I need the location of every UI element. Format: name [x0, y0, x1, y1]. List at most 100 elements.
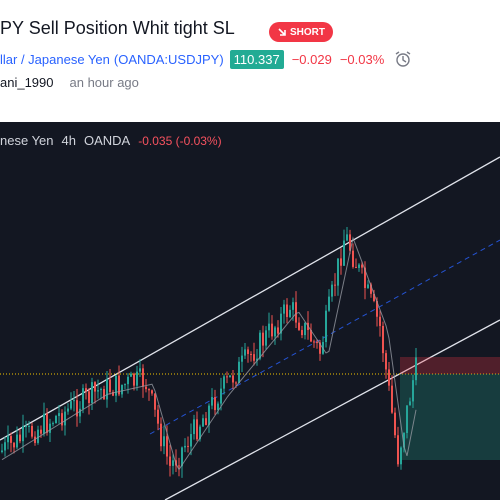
candle-body: [28, 425, 30, 427]
candle-body: [220, 388, 222, 404]
candle-body: [289, 309, 291, 317]
candle-body: [112, 391, 114, 396]
symbol-code[interactable]: (OANDA:USDJPY): [113, 52, 224, 67]
channel-lower: [164, 319, 500, 500]
candle-body: [394, 412, 396, 436]
candle-body: [319, 342, 321, 354]
candle-body: [100, 388, 102, 391]
candle-body: [376, 300, 378, 317]
time: an hour ago: [69, 75, 139, 90]
candle-body: [190, 434, 192, 447]
candle-body: [295, 302, 297, 323]
candle-body: [157, 409, 159, 424]
candle-body: [61, 413, 63, 426]
candle-body: [337, 258, 339, 286]
candle-body: [181, 447, 183, 467]
candle-body: [388, 369, 390, 386]
candle-body: [10, 436, 12, 443]
candle-body: [85, 388, 87, 392]
chart-header: nese Yen 4h OANDA -0.035 (-0.03%): [0, 133, 230, 148]
idea-title: PY Sell Position Whit tight SL: [0, 18, 235, 38]
candle-body: [280, 313, 282, 334]
candle-body: [166, 436, 168, 457]
candle-body: [7, 436, 9, 443]
candle-body: [136, 371, 138, 386]
candle-body: [121, 384, 123, 395]
candle-body: [160, 423, 162, 447]
candle-body: [241, 355, 243, 362]
candle-body: [355, 266, 357, 268]
candle-body: [256, 358, 258, 361]
symbol-name[interactable]: llar / Japanese Yen: [0, 52, 110, 67]
candle-body: [415, 357, 417, 381]
candle-body: [292, 302, 294, 310]
candle-body: [301, 329, 303, 336]
chart-change: -0.035 (-0.03%): [138, 134, 222, 148]
candle-body: [49, 423, 51, 433]
short-icon: [278, 28, 286, 36]
candle-body: [79, 408, 81, 417]
candle-body: [412, 380, 414, 402]
candle-body: [196, 419, 198, 440]
candle-body: [235, 382, 237, 384]
price: 110.337: [229, 50, 284, 69]
candle-body: [31, 425, 33, 437]
candle-body: [199, 426, 201, 440]
candle-body: [4, 442, 6, 451]
candle-body: [385, 353, 387, 370]
candle-body: [325, 310, 327, 343]
candle-body: [151, 390, 153, 394]
candle-body: [64, 411, 66, 426]
candle-body: [313, 341, 315, 343]
candle-body: [226, 376, 228, 378]
candle-body: [373, 293, 375, 301]
candle-body: [223, 376, 225, 389]
candle-body: [208, 405, 210, 425]
candle-body: [127, 376, 129, 385]
candle-body: [118, 375, 120, 395]
candle-body: [229, 375, 231, 378]
author[interactable]: ani_1990: [0, 75, 54, 90]
candle-body: [115, 375, 117, 396]
candle-body: [46, 413, 48, 433]
candle-body: [103, 388, 105, 400]
candle-body: [283, 304, 285, 314]
candle-body: [400, 447, 402, 465]
candle-body: [352, 250, 354, 267]
candle-body: [271, 323, 273, 337]
candle-body: [409, 401, 411, 406]
candle-body: [193, 419, 195, 435]
candle-body: [232, 375, 234, 383]
candle-body: [37, 429, 39, 443]
candle-body: [67, 408, 69, 412]
candle-body: [340, 258, 342, 266]
candle-body: [247, 349, 249, 354]
candle-body: [277, 327, 279, 334]
candle-body: [40, 429, 42, 434]
candle-body: [76, 400, 78, 417]
candle-body: [154, 393, 156, 410]
candle-body: [1, 450, 3, 452]
candle-body: [370, 284, 372, 294]
chart-exchange: OANDA: [83, 133, 131, 148]
badge-label: SHORT: [290, 26, 325, 38]
candle-body: [163, 436, 165, 447]
candle-body: [298, 322, 300, 330]
target-zone: [400, 374, 500, 460]
candle-body: [244, 349, 246, 356]
moving-average: [1, 236, 417, 471]
candle-body: [379, 316, 381, 326]
candle-body: [109, 379, 111, 392]
candle-body: [130, 373, 132, 377]
candle-body: [97, 390, 99, 392]
candle-body: [391, 385, 393, 413]
candle-body: [148, 389, 150, 391]
author-line: ani_1990 an hour ago: [0, 75, 139, 90]
candle-body: [382, 325, 384, 354]
candle-body: [406, 405, 408, 433]
change: −0.029: [291, 52, 332, 67]
candle-body: [205, 418, 207, 425]
alert-icon[interactable]: [394, 50, 414, 69]
candle-body: [16, 434, 18, 448]
